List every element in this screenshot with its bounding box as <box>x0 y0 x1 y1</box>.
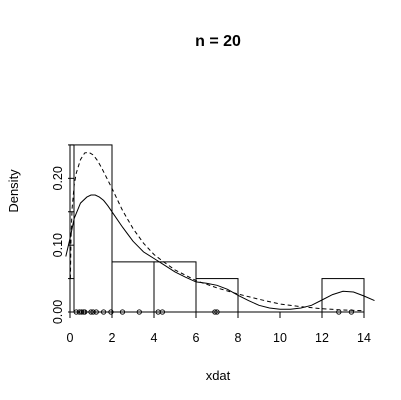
x-tick-label: 2 <box>109 331 116 345</box>
density-curve-dashed <box>69 151 365 312</box>
density-curves <box>65 151 375 312</box>
x-axis: 0 2 4 6 8 10 12 14 <box>67 311 371 345</box>
histogram-bar <box>195 278 239 313</box>
y-tick-label: 0.20 <box>51 166 65 190</box>
y-axis-label: Density <box>6 169 21 213</box>
x-tick-label: 14 <box>357 331 371 345</box>
x-tick-label: 12 <box>315 331 329 345</box>
histogram-bars <box>69 144 365 313</box>
histogram-bar <box>69 144 113 313</box>
x-axis-label: xdat <box>206 368 231 383</box>
histogram-bar <box>111 261 155 313</box>
histogram-bar <box>321 278 365 313</box>
x-tick-label: 6 <box>193 331 200 345</box>
x-tick-label: 4 <box>151 331 158 345</box>
x-tick-label: 0 <box>67 331 74 345</box>
y-axis: 0.00 0.10 0.20 <box>51 144 75 324</box>
y-tick-label: 0.00 <box>51 300 65 324</box>
x-tick-label: 10 <box>273 331 287 345</box>
chart-title: n = 20 <box>195 33 241 50</box>
x-tick-label: 8 <box>235 331 242 345</box>
y-tick-label: 0.10 <box>51 233 65 257</box>
density-curve-solid <box>65 194 375 310</box>
